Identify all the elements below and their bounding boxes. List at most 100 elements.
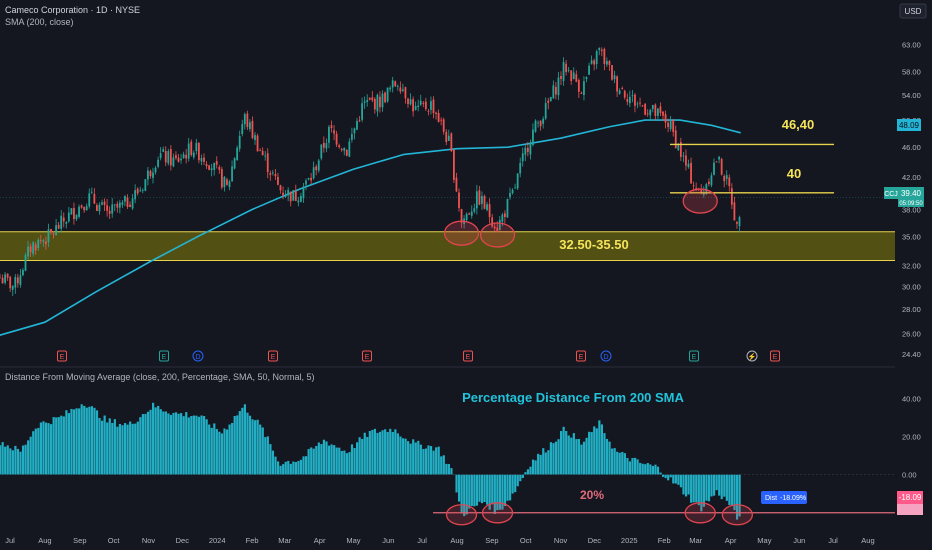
distance-bar — [113, 419, 116, 475]
event-marker[interactable] — [268, 350, 278, 362]
distance-bar — [294, 462, 297, 475]
distance-bar — [238, 411, 241, 475]
distance-bar — [121, 425, 124, 475]
candle-body — [493, 226, 496, 229]
distance-bar — [427, 445, 430, 475]
event-marker[interactable] — [362, 350, 372, 362]
distance-bar — [172, 412, 175, 475]
candle-body — [192, 152, 195, 158]
price-tick-label: 30.00 — [902, 283, 921, 292]
distance-bar — [437, 446, 440, 475]
distance-bar — [697, 474, 700, 506]
distance-bar — [248, 415, 252, 475]
distance-bar — [317, 442, 320, 475]
distance-bar — [633, 457, 637, 475]
candle-body — [440, 119, 443, 121]
distance-bar — [509, 474, 512, 501]
candle-body — [547, 100, 550, 103]
candle-body — [141, 189, 144, 191]
distance-bar — [139, 417, 142, 475]
distance-bar — [274, 456, 277, 475]
event-marker[interactable] — [463, 350, 473, 362]
event-marker[interactable] — [57, 350, 67, 362]
distance-bar — [537, 453, 540, 475]
candle-body — [312, 167, 315, 179]
candle-body — [723, 176, 726, 182]
time-tick-label: Oct — [108, 536, 121, 545]
candle-body — [134, 190, 137, 200]
event-marker[interactable] — [192, 350, 204, 362]
event-marker-label: D — [603, 354, 608, 361]
candle-body — [560, 75, 562, 79]
distance-bar — [185, 412, 188, 475]
candle-body — [60, 215, 63, 229]
candle-body — [634, 94, 636, 106]
distance-bar — [292, 461, 295, 475]
candle-body — [562, 62, 565, 81]
distance-bar — [78, 408, 81, 475]
indicator-pane[interactable] — [0, 402, 895, 526]
candle-body — [70, 208, 73, 215]
candle-body — [277, 176, 279, 185]
candle-body — [646, 113, 649, 115]
price-axis[interactable]: 63.0058.0054.0050.0046.0042.0038.0035.00… — [902, 41, 921, 359]
event-marker-label: ⚡ — [748, 352, 757, 361]
time-tick-label: May — [346, 536, 360, 545]
candle-body — [307, 177, 310, 180]
distance-bar — [55, 417, 58, 475]
distance-bar — [50, 424, 53, 475]
currency-button[interactable] — [899, 3, 927, 19]
event-markers[interactable]: E E D E E E E D E ⚡ E — [57, 350, 780, 362]
time-axis[interactable]: Jul Aug Sep Oct Nov Dec 2024 Feb Mar Apr May Jun Jul… — [5, 536, 874, 545]
distance-bar — [621, 451, 624, 475]
event-marker[interactable] — [600, 350, 612, 362]
distance-bar — [695, 474, 698, 503]
candle-body — [106, 205, 108, 211]
event-marker[interactable] — [770, 350, 780, 362]
distance-bar — [129, 421, 132, 475]
candle-body — [537, 122, 539, 124]
sma-indicator-label[interactable]: SMA (200, close) — [5, 17, 74, 27]
event-marker-label: E — [365, 354, 370, 361]
candle-body — [0, 277, 1, 279]
distance-indicator-label[interactable]: Distance From Moving Average (close, 200… — [5, 372, 314, 382]
distance-bar — [195, 415, 198, 475]
candle-body — [641, 105, 644, 107]
candle-body — [266, 153, 269, 173]
distance-bar — [435, 447, 438, 475]
candle-body — [447, 135, 450, 141]
distance-bar — [674, 474, 677, 484]
distance-tick-label: 20.00 — [902, 432, 921, 441]
distance-bar — [243, 404, 246, 475]
event-marker[interactable] — [746, 350, 758, 362]
distance-bar — [399, 436, 402, 475]
symbol-title[interactable]: Cameco Corporation · 1D · NYSE — [5, 5, 140, 15]
candle-body — [292, 190, 295, 201]
distance-bar — [672, 474, 675, 484]
distance-bar — [164, 411, 167, 475]
candle-body — [111, 204, 114, 214]
distance-bars — [0, 402, 895, 520]
distance-bar — [419, 444, 422, 475]
distance-axis[interactable]: 40.00 20.00 0.00 — [902, 394, 921, 479]
distance-bar — [205, 419, 208, 475]
event-marker[interactable] — [159, 350, 169, 362]
candle-body — [47, 229, 50, 243]
candle-body — [19, 275, 22, 285]
candle-body — [468, 213, 471, 215]
distance-bar — [404, 438, 407, 475]
price-pane[interactable]: E E D E E E E D E ⚡ E — [0, 47, 895, 362]
candle-body — [85, 206, 88, 211]
distance-bar — [389, 428, 392, 475]
time-tick-label: Jul — [417, 536, 427, 545]
distance-bar — [34, 428, 37, 475]
distance-badge-label: Dist — [765, 495, 777, 502]
candle-body — [351, 133, 353, 140]
candle-body — [710, 175, 713, 186]
distance-bar — [682, 474, 685, 495]
event-marker[interactable] — [689, 350, 699, 362]
price-tick-label: 24.40 — [902, 350, 921, 359]
candle-body — [435, 112, 437, 114]
event-marker[interactable] — [576, 350, 586, 362]
